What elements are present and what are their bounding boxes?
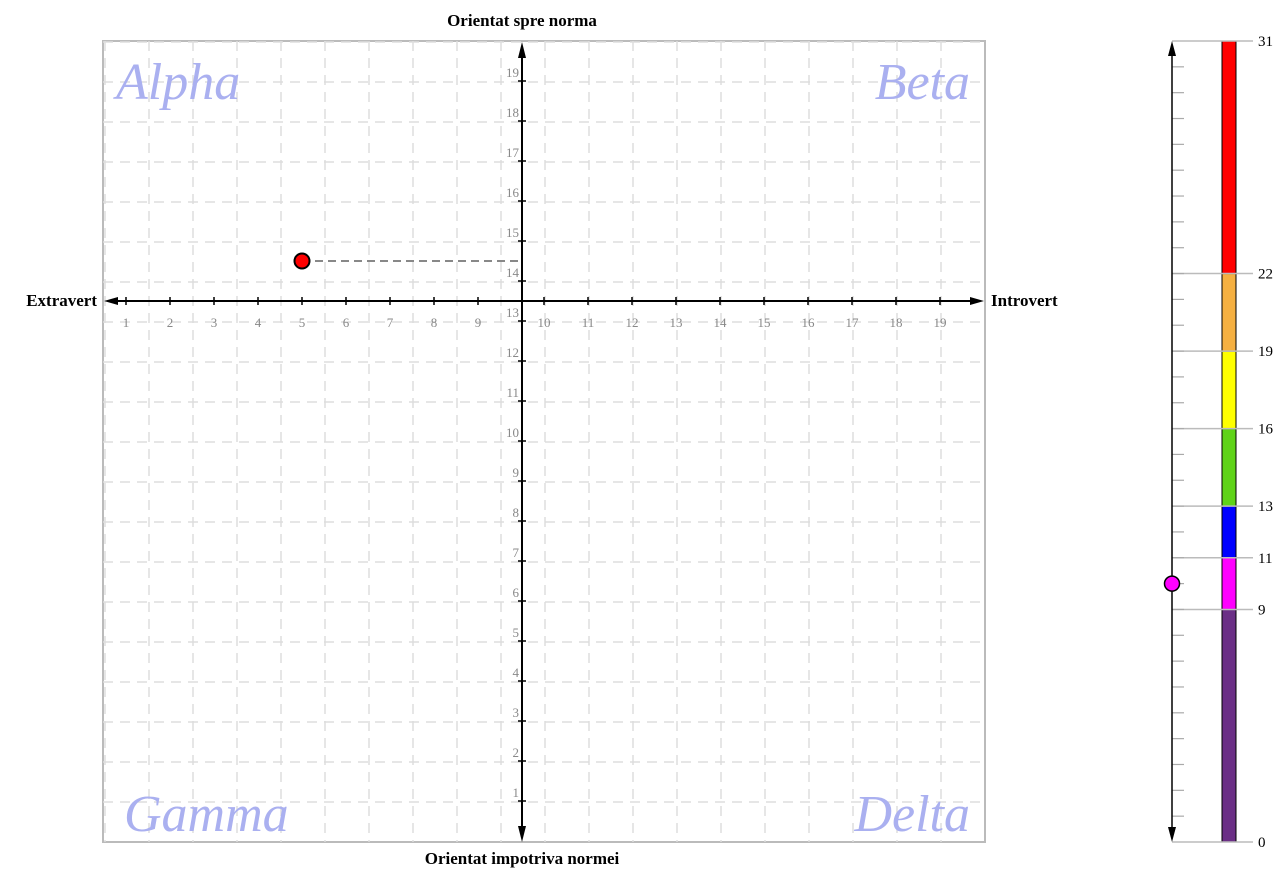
scale-arrow-up-icon [1168, 41, 1176, 56]
x-tick-label: 19 [934, 315, 947, 330]
scale-tick-label: 9 [1258, 602, 1266, 618]
x-tick-label: 1 [123, 315, 130, 330]
scale-tick-label: 13 [1258, 499, 1273, 515]
x-tick-label: 14 [714, 315, 728, 330]
y-tick-label: 16 [506, 185, 520, 200]
axis-ticks: 1 2 3 4 5 6 7 8 9 10 11 12 13 14 15 16 17 18 1912345678910… [123, 65, 947, 802]
y-tick-label: 2 [513, 745, 520, 760]
scale-tick-label: 16 [1258, 422, 1274, 438]
x-tick-label: 8 [431, 315, 438, 330]
data-point [293, 252, 311, 270]
x-tick-label: 15 [758, 315, 771, 330]
quadrant-delta: Delta [853, 786, 970, 843]
x-tick-label: 18 [890, 315, 903, 330]
scale-band [1221, 273, 1237, 352]
score-scale: 0 9 11 13 16 19 22 31 [1163, 34, 1274, 851]
scale-band [1221, 428, 1237, 507]
quadrant-labels: Alpha Beta Gamma Delta [113, 54, 970, 843]
quadrant-alpha: Alpha [113, 54, 240, 111]
x-tick-label: 10 [538, 315, 551, 330]
label-bottom: Orientat impotriva normei [425, 849, 620, 868]
label-left: Extravert [26, 291, 97, 310]
scale-tick-label: 22 [1258, 267, 1273, 283]
x-tick-label: 16 [802, 315, 816, 330]
label-right: Introvert [991, 291, 1058, 310]
y-tick-label: 17 [506, 145, 520, 160]
data-point-group [293, 252, 522, 270]
y-tick-label: 5 [513, 625, 520, 640]
x-tick-label: 2 [167, 315, 174, 330]
y-tick-label: 11 [506, 385, 519, 400]
x-tick-label: 17 [846, 315, 860, 330]
scale-band [1221, 608, 1237, 843]
x-tick-label: 9 [475, 315, 482, 330]
label-top: Orientat spre norma [447, 11, 597, 30]
x-tick-label: 7 [387, 315, 394, 330]
x-tick-label: 11 [582, 315, 595, 330]
y-tick-label: 3 [513, 705, 520, 720]
arrow-right-icon [970, 297, 984, 305]
scale-tick-label: 31 [1258, 34, 1273, 50]
x-tick-label: 12 [626, 315, 639, 330]
quadrant-beta: Beta [875, 54, 970, 111]
y-tick-label: 7 [513, 545, 520, 560]
scale-tick-label: 0 [1258, 835, 1266, 851]
arrow-up-icon [518, 42, 526, 58]
y-tick-label: 12 [506, 345, 519, 360]
x-tick-label: 13 [670, 315, 683, 330]
y-tick-label: 13 [506, 305, 519, 320]
x-tick-label: 5 [299, 315, 306, 330]
scale-tick-label: 19 [1258, 344, 1273, 360]
scale-band [1221, 40, 1237, 275]
arrow-left-icon [104, 297, 118, 305]
y-tick-label: 18 [506, 105, 519, 120]
quadrant-gamma: Gamma [124, 786, 289, 843]
scale-band [1221, 557, 1237, 610]
y-tick-label: 10 [506, 425, 519, 440]
x-tick-label: 6 [343, 315, 350, 330]
grid-lines [103, 41, 985, 842]
scale-band [1221, 350, 1237, 430]
scale-marker [1163, 575, 1181, 592]
arrow-down-icon [518, 826, 526, 842]
y-tick-label: 4 [513, 665, 520, 680]
y-tick-label: 8 [513, 505, 520, 520]
x-tick-label: 4 [255, 315, 262, 330]
y-tick-label: 9 [513, 465, 520, 480]
scale-band [1221, 505, 1237, 559]
y-tick-label: 15 [506, 225, 519, 240]
x-tick-label: 3 [211, 315, 218, 330]
scale-tick-label: 11 [1258, 551, 1272, 567]
y-tick-label: 14 [506, 265, 520, 280]
scale-arrow-down-icon [1168, 827, 1176, 842]
y-tick-label: 1 [513, 785, 520, 800]
y-tick-label: 19 [506, 65, 519, 80]
y-tick-label: 6 [513, 585, 520, 600]
